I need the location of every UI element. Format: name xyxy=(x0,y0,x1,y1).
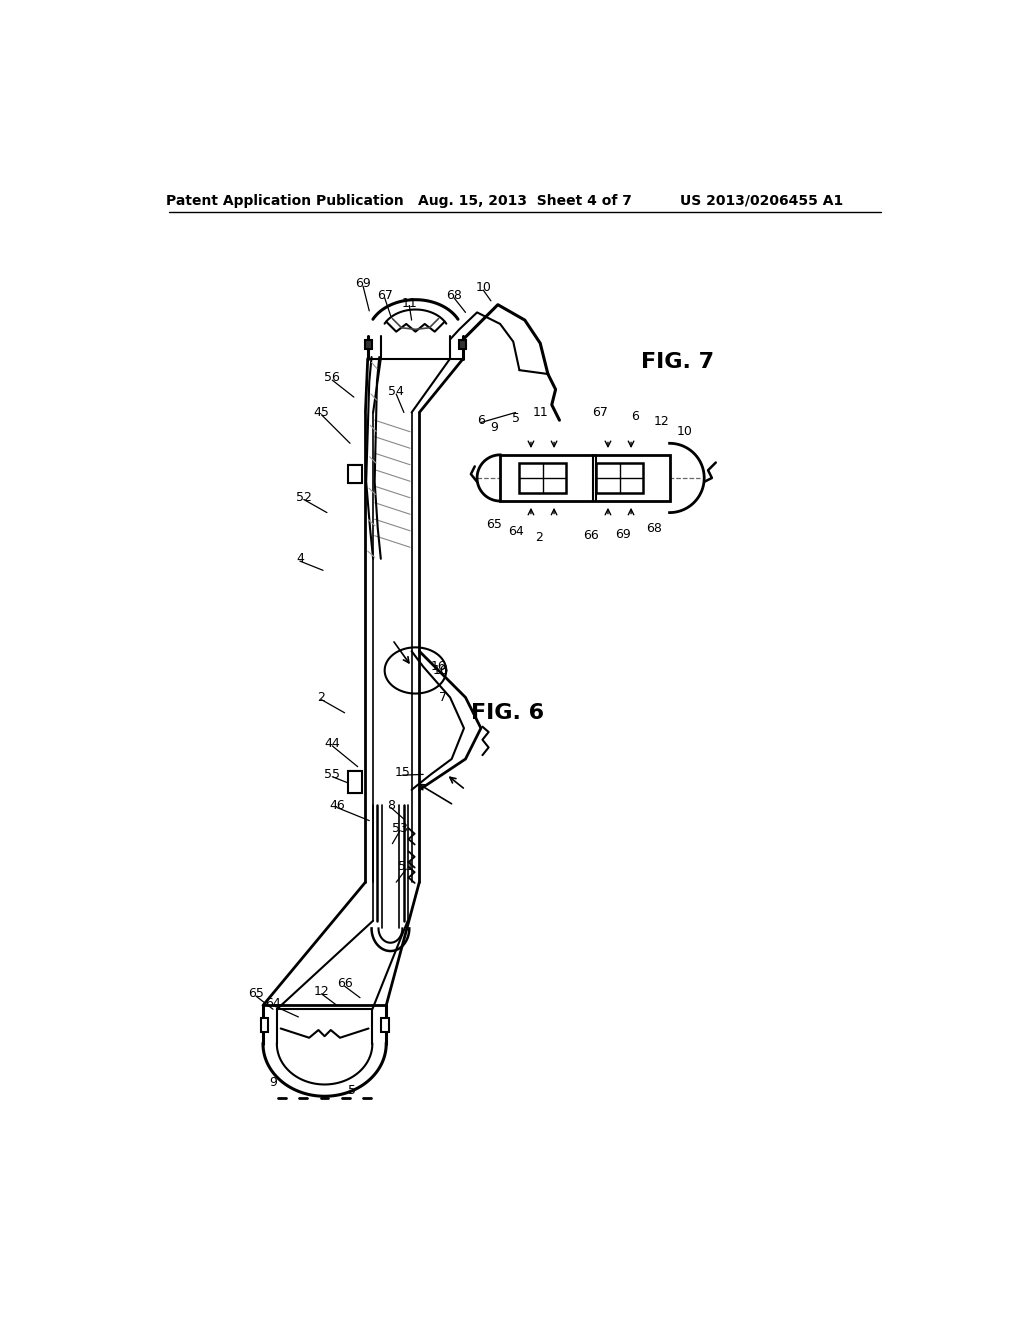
Text: US 2013/0206455 A1: US 2013/0206455 A1 xyxy=(680,194,844,207)
Text: Aug. 15, 2013  Sheet 4 of 7: Aug. 15, 2013 Sheet 4 of 7 xyxy=(418,194,632,207)
Text: 67: 67 xyxy=(592,407,608,418)
Text: 56: 56 xyxy=(325,371,340,384)
Text: 10: 10 xyxy=(475,281,492,294)
Text: FIG. 6: FIG. 6 xyxy=(471,702,545,723)
Text: 64: 64 xyxy=(508,525,523,539)
Text: 8: 8 xyxy=(387,799,395,812)
Text: 4: 4 xyxy=(296,552,304,565)
Bar xyxy=(366,341,372,350)
Text: 6: 6 xyxy=(477,413,484,426)
Text: 2: 2 xyxy=(317,690,326,704)
Bar xyxy=(596,463,643,492)
Text: 69: 69 xyxy=(615,528,631,541)
Bar xyxy=(261,1019,268,1032)
Text: 6: 6 xyxy=(631,409,639,422)
Text: 7: 7 xyxy=(438,690,446,704)
Text: 68: 68 xyxy=(646,521,663,535)
Text: 54: 54 xyxy=(388,385,404,399)
Text: 9: 9 xyxy=(490,421,498,434)
Text: 64: 64 xyxy=(265,997,281,1010)
Text: 15: 15 xyxy=(394,767,411,779)
Text: 5: 5 xyxy=(348,1084,356,1097)
Text: 65: 65 xyxy=(486,517,502,531)
Bar xyxy=(348,465,361,483)
Bar xyxy=(381,1019,388,1032)
Text: 10: 10 xyxy=(677,425,693,438)
Text: 51: 51 xyxy=(398,861,414,874)
Text: 55: 55 xyxy=(325,768,340,781)
Text: 11: 11 xyxy=(401,297,417,310)
Text: 45: 45 xyxy=(313,407,330,418)
Bar xyxy=(500,455,670,502)
Text: 12: 12 xyxy=(654,416,670,428)
Text: Patent Application Publication: Patent Application Publication xyxy=(166,194,403,207)
Text: 11: 11 xyxy=(534,407,549,418)
Text: 16: 16 xyxy=(431,660,446,673)
Bar xyxy=(460,341,466,350)
Text: 66: 66 xyxy=(583,529,599,543)
Text: 16: 16 xyxy=(433,664,449,677)
Text: 65: 65 xyxy=(248,987,264,1001)
Text: 52: 52 xyxy=(296,491,311,504)
Text: 44: 44 xyxy=(325,737,340,750)
Text: 9: 9 xyxy=(269,1076,276,1089)
Text: 12: 12 xyxy=(313,985,330,998)
Text: 68: 68 xyxy=(446,289,462,302)
Bar xyxy=(348,771,361,793)
Text: 5: 5 xyxy=(512,412,519,425)
Text: 66: 66 xyxy=(337,977,352,990)
Text: 53: 53 xyxy=(392,822,408,834)
Text: 69: 69 xyxy=(355,277,371,290)
Text: FIG. 7: FIG. 7 xyxy=(641,352,714,372)
Text: 67: 67 xyxy=(377,289,392,302)
Bar xyxy=(519,463,565,492)
Text: 2: 2 xyxy=(535,531,543,544)
Text: 46: 46 xyxy=(329,799,345,812)
